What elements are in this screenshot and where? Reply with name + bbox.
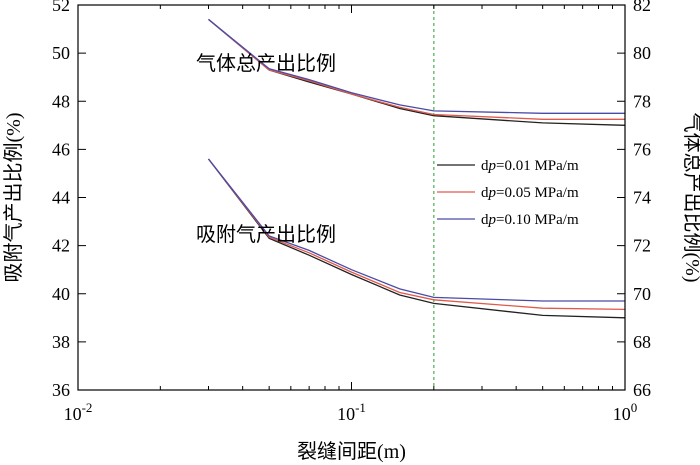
legend-label-1: dp=0.05 MPa/m bbox=[481, 185, 579, 201]
x-tick-label: 10-2 bbox=[64, 400, 93, 424]
x-tick-label: 100 bbox=[613, 400, 638, 424]
annotation-label-0: 气体总产出比例 bbox=[196, 52, 336, 75]
y-right-tick-label: 72 bbox=[633, 236, 651, 256]
legend-label-2: dp=0.10 MPa/m bbox=[481, 212, 579, 228]
y-left-tick-label: 46 bbox=[52, 139, 70, 159]
series-line-0-1 bbox=[208, 18, 625, 120]
y-left-tick-label: 50 bbox=[52, 43, 70, 63]
y-right-tick-label: 68 bbox=[633, 332, 651, 352]
y-right-tick-label: 66 bbox=[633, 380, 651, 400]
series-line-1-1 bbox=[207, 158, 626, 311]
legend-label-0: dp=0.01 MPa/m bbox=[481, 158, 579, 174]
y-left-tick-label: 36 bbox=[52, 380, 70, 400]
y-left-tick-label: 38 bbox=[52, 332, 70, 352]
y-right-tick-label: 80 bbox=[633, 43, 651, 63]
x-tick-label: 10-1 bbox=[337, 400, 366, 424]
y-left-tick-label: 52 bbox=[52, 0, 70, 15]
y-right-tick-label: 74 bbox=[633, 188, 651, 208]
y-left-tick-label: 40 bbox=[52, 284, 70, 304]
y-right-tick-label: 78 bbox=[633, 91, 651, 111]
y-left-axis-label: 吸附气产出比例(%) bbox=[2, 113, 25, 283]
y-right-tick-label: 82 bbox=[633, 0, 651, 15]
y-right-tick-label: 76 bbox=[633, 139, 651, 159]
annotation-label-1: 吸附气产出比例 bbox=[196, 223, 336, 246]
series-line-0-2 bbox=[208, 18, 625, 114]
x-axis-label: 裂缝间距(m) bbox=[297, 440, 406, 463]
series-line-1-0 bbox=[207, 158, 626, 319]
y-left-tick-label: 48 bbox=[52, 91, 70, 111]
series-line-1-2 bbox=[207, 158, 625, 302]
y-right-axis-label: 气体总产出比例(%) bbox=[681, 113, 700, 283]
y-left-tick-label: 42 bbox=[52, 236, 70, 256]
y-left-tick-label: 44 bbox=[52, 188, 70, 208]
y-right-tick-label: 70 bbox=[633, 284, 651, 304]
